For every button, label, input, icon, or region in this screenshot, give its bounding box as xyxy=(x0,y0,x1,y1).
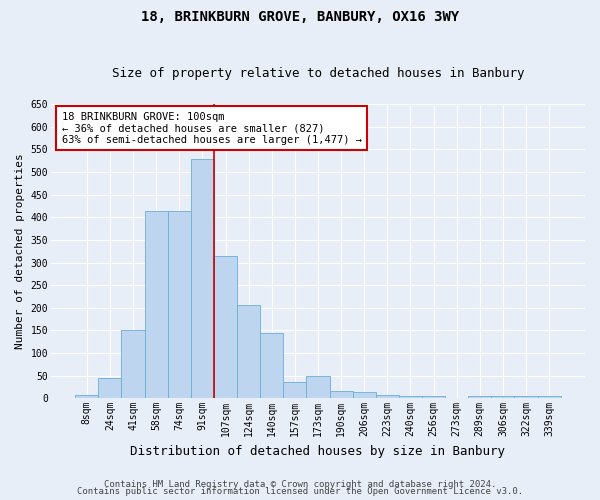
Bar xyxy=(329,392,353,398)
Text: 18, BRINKBURN GROVE, BANBURY, OX16 3WY: 18, BRINKBURN GROVE, BANBURY, OX16 3WY xyxy=(141,10,459,24)
Bar xyxy=(514,396,538,398)
Title: Size of property relative to detached houses in Banbury: Size of property relative to detached ho… xyxy=(112,66,524,80)
Bar xyxy=(376,394,399,398)
Text: Contains public sector information licensed under the Open Government Licence v3: Contains public sector information licen… xyxy=(77,488,523,496)
Bar xyxy=(538,396,561,398)
Bar xyxy=(283,382,307,398)
Bar xyxy=(191,158,214,398)
Bar xyxy=(121,330,145,398)
Bar xyxy=(98,378,121,398)
Bar xyxy=(168,210,191,398)
Bar xyxy=(353,392,376,398)
Bar xyxy=(422,396,445,398)
Bar xyxy=(468,396,491,398)
Bar xyxy=(491,396,514,398)
Bar xyxy=(145,210,168,398)
Text: Contains HM Land Registry data © Crown copyright and database right 2024.: Contains HM Land Registry data © Crown c… xyxy=(104,480,496,489)
Bar xyxy=(237,306,260,398)
X-axis label: Distribution of detached houses by size in Banbury: Distribution of detached houses by size … xyxy=(130,444,505,458)
Text: 18 BRINKBURN GROVE: 100sqm
← 36% of detached houses are smaller (827)
63% of sem: 18 BRINKBURN GROVE: 100sqm ← 36% of deta… xyxy=(62,112,362,145)
Bar xyxy=(214,256,237,398)
Bar xyxy=(75,394,98,398)
Bar xyxy=(399,396,422,398)
Y-axis label: Number of detached properties: Number of detached properties xyxy=(15,154,25,349)
Bar xyxy=(260,332,283,398)
Bar xyxy=(307,376,329,398)
